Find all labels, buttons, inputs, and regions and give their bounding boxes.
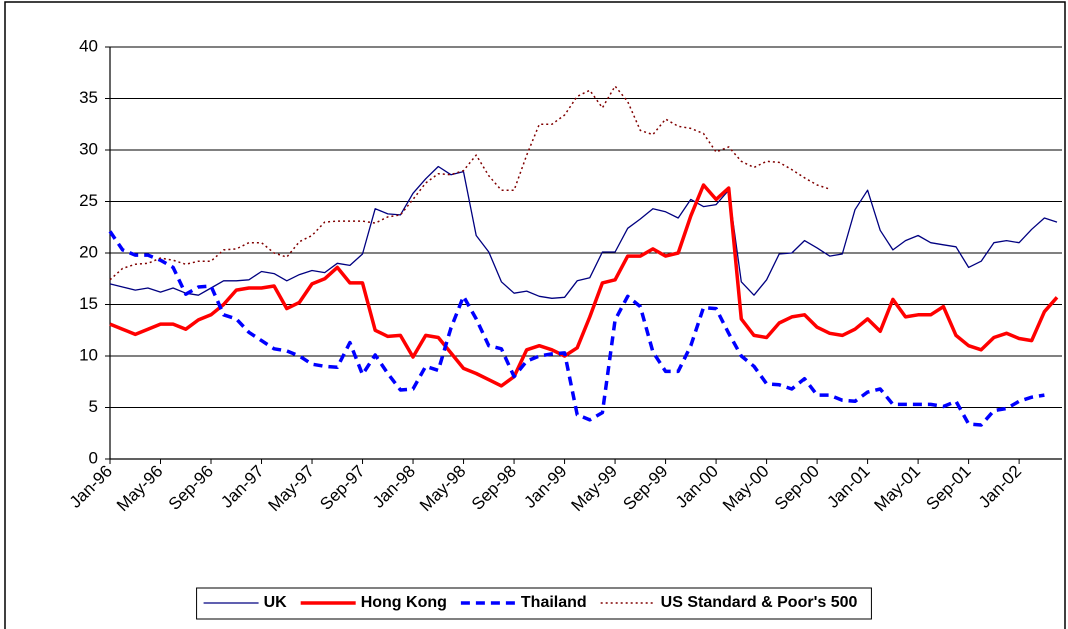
y-tick-label: 10 [79, 345, 98, 364]
x-tick-label: Sep-01 [922, 462, 974, 514]
x-tick-label: Jan-01 [823, 462, 873, 512]
x-tick-label: Jan-99 [520, 462, 570, 512]
x-tick-label: May-97 [265, 462, 319, 516]
x-tick-label: Sep-00 [771, 462, 823, 514]
series-line [109, 85, 830, 281]
y-tick-label: 40 [79, 36, 98, 55]
y-tick-label: 5 [89, 397, 98, 416]
x-tick-label: Sep-96 [165, 462, 217, 514]
legend: UK Hong Kong Thailand US Standard & Poor's … [196, 587, 872, 620]
series-line [108, 230, 1045, 427]
x-tick-label: Jan-98 [369, 462, 419, 512]
x-tick-label: Jan-97 [217, 462, 267, 512]
legend-label: Hong Kong [361, 594, 447, 611]
y-tick-label: 15 [79, 294, 98, 313]
series-line [109, 183, 1059, 388]
chart-border [4, 1, 1066, 629]
legend-label: Thailand [521, 594, 587, 611]
x-tick-label: May-99 [568, 462, 622, 516]
x-tick-label: Sep-99 [619, 462, 671, 514]
legend-label: US Standard & Poor's 500 [661, 594, 858, 611]
y-tick-label: 0 [89, 448, 98, 467]
y-tick-label: 35 [79, 88, 98, 107]
x-tick-label: May-01 [871, 462, 925, 516]
x-tick-label: May-00 [719, 462, 773, 516]
legend-label: UK [264, 594, 288, 611]
x-tick-label: May-96 [113, 462, 167, 516]
y-tick-label: 30 [79, 139, 98, 158]
y-tick-label: 20 [79, 242, 98, 261]
x-tick-label: Sep-98 [468, 462, 520, 514]
legend-box [196, 587, 872, 620]
x-tick-label: Jan-96 [66, 462, 116, 512]
y-tick-label: 25 [79, 191, 98, 210]
x-tick-label: Jan-02 [975, 462, 1025, 512]
x-tick-label: Jan-00 [672, 462, 722, 512]
x-tick-label: Sep-97 [316, 462, 368, 514]
x-tick-label: May-98 [416, 462, 470, 516]
series-line [109, 165, 1058, 299]
